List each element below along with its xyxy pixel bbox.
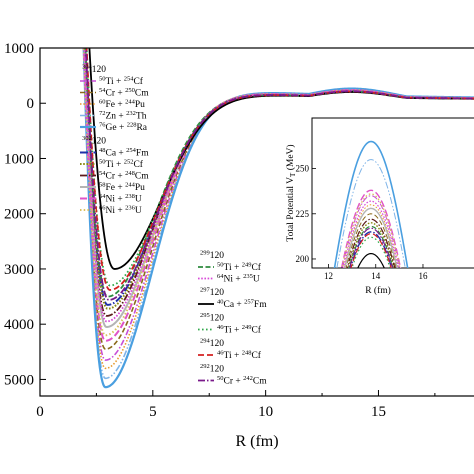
inset-y-axis-title-sub: T bbox=[289, 172, 297, 177]
legend-entry-13: 40Ca + 257Fm bbox=[217, 299, 267, 311]
legend-group-label: 294120 bbox=[200, 338, 224, 350]
legend-entry-2: 60Fe + 244Pu bbox=[99, 99, 145, 111]
legend-entry-1: 54Cr + 250Cm bbox=[99, 87, 149, 99]
series-line-6 bbox=[84, 48, 474, 310]
legend-entry-3: 72Zn + 232Th bbox=[99, 110, 147, 122]
series-line-10 bbox=[82, 48, 474, 337]
inset-x-tick-label: 12 bbox=[324, 271, 333, 281]
legend-group-label: 297120 bbox=[200, 287, 224, 299]
legend-group-label: 292120 bbox=[200, 363, 224, 375]
inset-x-tick-label: 14 bbox=[371, 271, 381, 281]
inset-y-tick-label: 250 bbox=[296, 164, 310, 174]
inset-plot: 12 14 16 200 225 250 R (fm) Total Potential V… bbox=[285, 117, 474, 296]
legend-group-label: 304120 bbox=[82, 64, 106, 76]
legend-entry-9: 64Ni + 238U bbox=[99, 193, 142, 205]
legend-entry-16: 50Cr + 242Cm bbox=[217, 375, 267, 387]
legend-group-label: 302120 bbox=[82, 135, 106, 147]
main-plot-frame bbox=[39, 47, 474, 397]
legend-entry-10: 66Ni + 236U bbox=[99, 205, 142, 217]
series-line-16 bbox=[85, 48, 474, 301]
legend-entry-14: 46Ti + 249Cf bbox=[217, 324, 262, 336]
main-plot-curves bbox=[82, 48, 474, 389]
y-tick-label: 3000 bbox=[4, 262, 34, 278]
inset-series-line-4 bbox=[333, 140, 409, 268]
legend-entry-6: 50Ti + 252Cf bbox=[99, 159, 144, 171]
inset-curves bbox=[333, 140, 409, 268]
inset-series-line-0 bbox=[342, 195, 401, 268]
x-tick-label: 10 bbox=[258, 404, 273, 420]
legend-entry-15: 46Ti + 248Cf bbox=[217, 350, 262, 362]
inset-series-line-3 bbox=[336, 159, 406, 268]
inset-y-axis-title-unit: (MeV) bbox=[285, 144, 296, 172]
y-tick-label: 1000 bbox=[4, 41, 34, 57]
x-tick-label: 5 bbox=[149, 404, 157, 420]
inset-axis-ticks: 12 14 16 200 225 250 bbox=[296, 164, 428, 281]
inset-y-axis-title-main: Total Potential V bbox=[286, 177, 296, 242]
y-tick-label: 4000 bbox=[4, 317, 34, 333]
y-tick-label: 5000 bbox=[4, 372, 34, 388]
inset-y-axis-title: Total Potential VT (MeV) bbox=[285, 144, 297, 241]
legend-group-label: 295120 bbox=[200, 312, 224, 324]
legend-entry-12: 64Ni + 235U bbox=[217, 273, 260, 285]
inset-series-line-13 bbox=[357, 252, 385, 268]
inset-series-line-10 bbox=[341, 193, 401, 268]
legend-entry-7: 54Cr + 248Cm bbox=[99, 170, 149, 182]
legend-entry-11: 50Ti + 249Cf bbox=[217, 262, 262, 274]
legend-group-label: 299120 bbox=[200, 250, 224, 262]
legend-entry-4: 76Ge + 228Ra bbox=[99, 122, 148, 134]
legend-entry-0: 50Ti + 254Cf bbox=[99, 76, 144, 88]
x-axis-title: R (fm) bbox=[235, 433, 278, 450]
inset-x-axis-title: R (fm) bbox=[365, 285, 391, 296]
y-tick-label: 0 bbox=[27, 96, 35, 112]
legend-entry-5: 48Ca + 254Fm bbox=[99, 147, 149, 159]
inset-series-line-14 bbox=[351, 236, 391, 268]
x-tick-label: 0 bbox=[36, 404, 44, 420]
y-tick-label: 2000 bbox=[4, 207, 34, 223]
inset-x-tick-label: 16 bbox=[418, 271, 428, 281]
x-tick-label: 15 bbox=[371, 404, 386, 420]
inset-y-tick-label: 200 bbox=[296, 254, 310, 264]
y-tick-label: 1000 bbox=[4, 151, 34, 167]
legend-entry-8: 58Fe + 244Pu bbox=[99, 182, 145, 194]
inset-y-tick-label: 225 bbox=[296, 209, 310, 219]
main-axis-ticks: 0 5 10 15 1000 0 1000 2000 3000 4000 5000 bbox=[4, 41, 436, 420]
inset-series-line-12 bbox=[342, 200, 400, 268]
